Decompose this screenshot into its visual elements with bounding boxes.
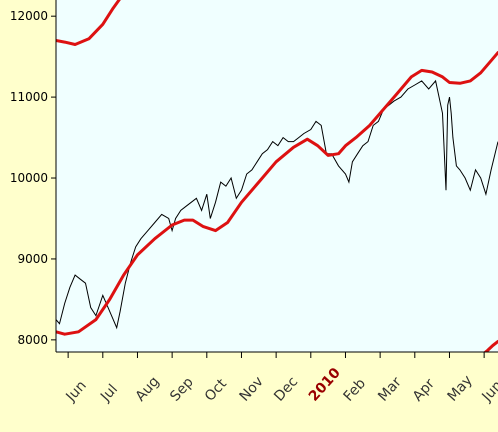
plot-area (56, 0, 498, 352)
band-line (483, 340, 498, 352)
y-tick-label: 11000 (10, 90, 48, 104)
y-tick-layer: 8000 9000 10000 11000 12000 (10, 9, 56, 347)
y-tick-label: 10000 (10, 171, 48, 185)
plot-clip-group (56, 0, 498, 352)
band-line (56, 51, 498, 336)
y-tick-label: 12000 (10, 9, 48, 23)
y-tick-label: 8000 (17, 333, 48, 347)
series-layer (56, 0, 498, 352)
price-line (56, 79, 498, 330)
band-line (56, 0, 121, 46)
y-tick-label: 9000 (17, 252, 48, 266)
